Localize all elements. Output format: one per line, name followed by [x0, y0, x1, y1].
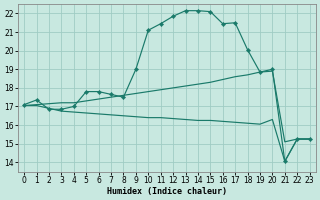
X-axis label: Humidex (Indice chaleur): Humidex (Indice chaleur) [107, 187, 227, 196]
